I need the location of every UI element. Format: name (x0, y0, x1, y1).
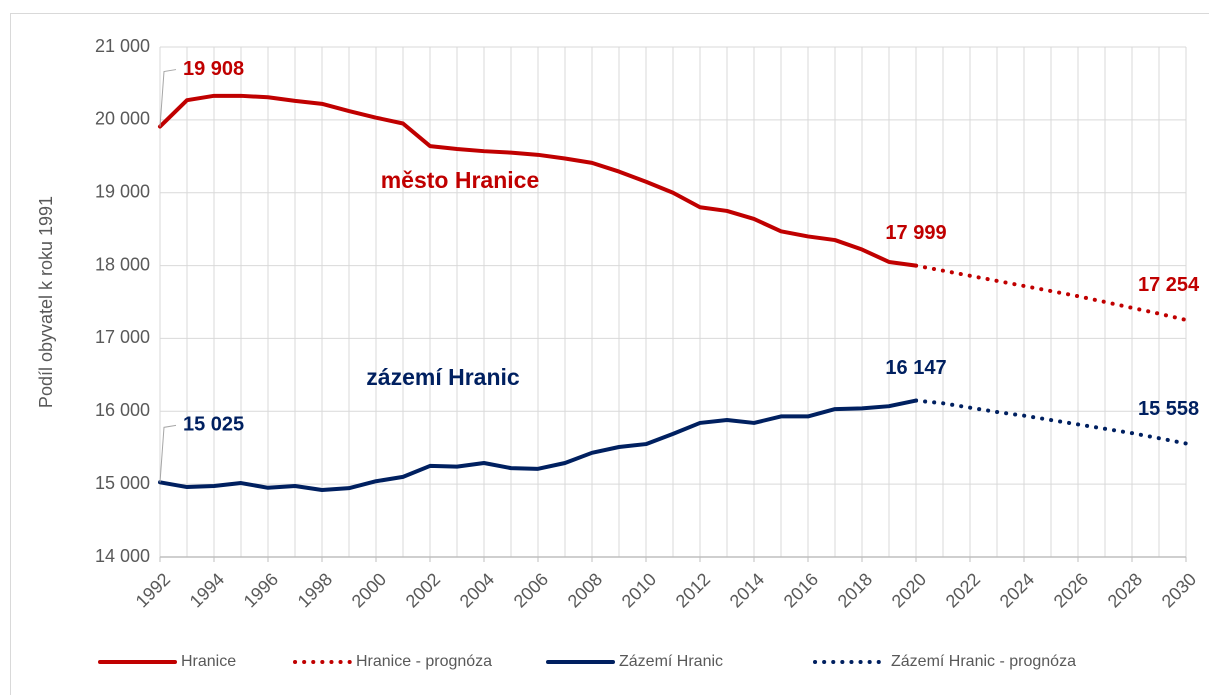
y-tick-label: 19 000 (95, 181, 150, 201)
y-tick-label: 15 000 (95, 473, 150, 493)
data-label: 17 999 (885, 222, 946, 244)
legend-label: Hranice - prognóza (356, 653, 492, 670)
data-label: 16 147 (885, 357, 946, 379)
data-label: 17 254 (1138, 274, 1200, 296)
series-line (158, 398, 918, 492)
y-tick-label: 21 000 (95, 36, 150, 56)
y-tick-label: 14 000 (95, 546, 150, 566)
y-tick-label: 20 000 (95, 109, 150, 129)
series-line (914, 398, 1188, 446)
data-label: 15 025 (183, 414, 244, 436)
chart-frame (10, 13, 1209, 695)
annotation: město Hranice (381, 167, 540, 193)
legend-label: Zázemí Hranic (619, 653, 723, 670)
legend-label: Hranice (181, 653, 236, 670)
data-label: 19 908 (183, 58, 244, 80)
y-tick-label: 18 000 (95, 254, 150, 274)
legend-label: Zázemí Hranic - prognóza (891, 653, 1076, 670)
leader-line (159, 69, 177, 127)
data-label: 15 558 (1138, 398, 1199, 420)
y-tick-label: 16 000 (95, 400, 150, 420)
series-line (158, 93, 918, 268)
y-axis-title: Podíl obyvatel k roku 1991 (36, 196, 56, 408)
series-line (914, 263, 1188, 322)
y-tick-label: 17 000 (95, 327, 150, 347)
annotation: zázemí Hranic (366, 364, 520, 390)
leader-line (159, 424, 177, 483)
